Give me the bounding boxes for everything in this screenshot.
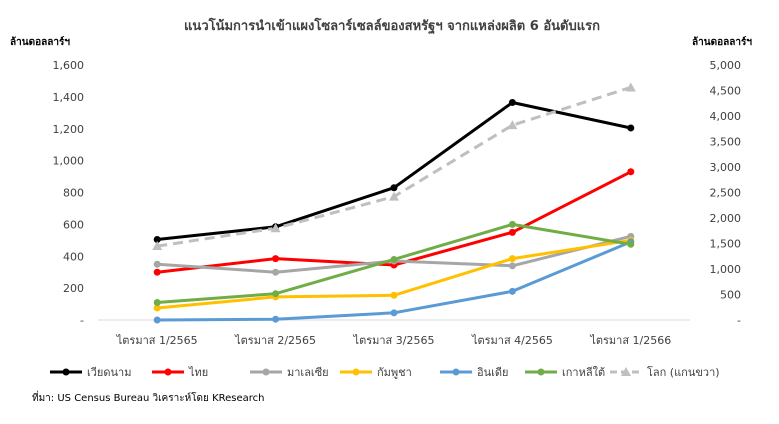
data-point [272, 290, 280, 298]
legend-marker [621, 367, 631, 376]
data-point [153, 236, 161, 244]
data-point [389, 191, 399, 201]
data-point [153, 316, 161, 324]
legend-label: กัมพูชา [377, 366, 412, 379]
left-tick-label: 1,600 [53, 59, 85, 72]
right-tick-label: 2,000 [710, 212, 742, 225]
left-tick-label: 400 [63, 250, 84, 263]
legend-label: ไทย [188, 366, 208, 379]
data-point [390, 184, 398, 192]
chart-title: แนวโน้มการนำเข้าแผงโซลาร์เซลล์ของสหรัฐฯ … [184, 17, 600, 35]
data-point [508, 287, 516, 295]
right-tick-label: 3,000 [710, 161, 742, 174]
legend-label: โลก (แกนขวา) [647, 365, 720, 379]
right-tick-label: 4,000 [710, 110, 742, 123]
legend-marker [164, 368, 172, 376]
x-axis-ticks: ไตรมาส 1/2565 ไตรมาส 2/2565 ไตรมาส 3/2565 ไ… [116, 334, 672, 347]
data-point [153, 298, 161, 306]
data-point [508, 262, 516, 270]
legend-label: เวียดนาม [87, 366, 131, 379]
series-line [157, 101, 632, 241]
legend-label: มาเลเซีย [287, 366, 329, 379]
left-tick-label: 1,400 [53, 91, 85, 104]
left-tick-label: 600 [63, 218, 84, 231]
data-point [390, 309, 398, 317]
legend-label: อินเดีย [477, 366, 509, 379]
right-tick-label: 5,000 [710, 59, 742, 72]
data-point [272, 255, 280, 263]
data-point [152, 241, 163, 251]
series-markers [152, 82, 636, 324]
source-note: ที่มา: US Census Bureau วิเคราะห์โดย KRe… [32, 390, 265, 404]
legend-marker [537, 368, 545, 376]
left-tick-label: - [80, 314, 84, 327]
legend: เวียดนาม ไทย มาเลเซีย กัมพูชา อินเดีย เกาหลีใ… [50, 365, 720, 379]
left-tick-label: 1,200 [53, 123, 85, 136]
data-point [153, 268, 161, 276]
legend-marker [62, 368, 70, 376]
data-point [627, 124, 635, 132]
data-point [508, 98, 516, 106]
right-tick-label: - [737, 314, 741, 327]
data-point [508, 220, 516, 228]
legend-label: เกาหลีใต้ [562, 366, 605, 379]
left-axis-ticks: - 200 400 600 800 1,000 1,200 1,400 1,600 [53, 59, 85, 327]
data-point [153, 260, 161, 268]
data-point [507, 120, 518, 130]
data-point [390, 255, 398, 263]
right-tick-label: 3,500 [710, 136, 742, 149]
data-point [270, 223, 281, 233]
right-tick-label: 1,000 [710, 263, 742, 276]
legend-marker [452, 368, 460, 376]
left-tick-label: 1,000 [53, 155, 85, 168]
data-point [272, 315, 280, 323]
right-tick-label: 1,500 [710, 238, 742, 251]
right-tick-label: 500 [720, 289, 741, 302]
right-tick-label: 2,500 [710, 187, 742, 200]
x-tick-label: ไตรมาส 4/2565 [471, 334, 553, 347]
left-tick-label: 800 [63, 187, 84, 200]
x-tick-label: ไตรมาส 3/2565 [353, 334, 435, 347]
right-axis-unit-label: ล้านดอลลาร์ฯ [692, 36, 752, 48]
legend-marker [352, 368, 360, 376]
data-point [508, 255, 516, 263]
x-tick-label: ไตรมาส 1/2565 [116, 334, 198, 347]
legend-marker [262, 368, 270, 376]
data-point [272, 268, 280, 276]
left-axis-unit-label: ล้านดอลลาร์ฯ [10, 36, 70, 48]
x-tick-label: ไตรมาส 1/2566 [589, 334, 671, 347]
data-point [627, 168, 635, 176]
data-point [508, 228, 516, 236]
right-axis-ticks: - 500 1,000 1,500 2,000 2,500 3,000 3,500 4,000 4… [710, 59, 742, 327]
data-point [153, 304, 161, 312]
left-tick-label: 200 [63, 282, 84, 295]
series-lines [156, 85, 632, 322]
right-tick-label: 4,500 [710, 85, 742, 98]
x-tick-label: ไตรมาส 2/2565 [234, 334, 316, 347]
data-point [627, 240, 635, 248]
data-point [625, 82, 636, 92]
data-point [390, 291, 398, 299]
